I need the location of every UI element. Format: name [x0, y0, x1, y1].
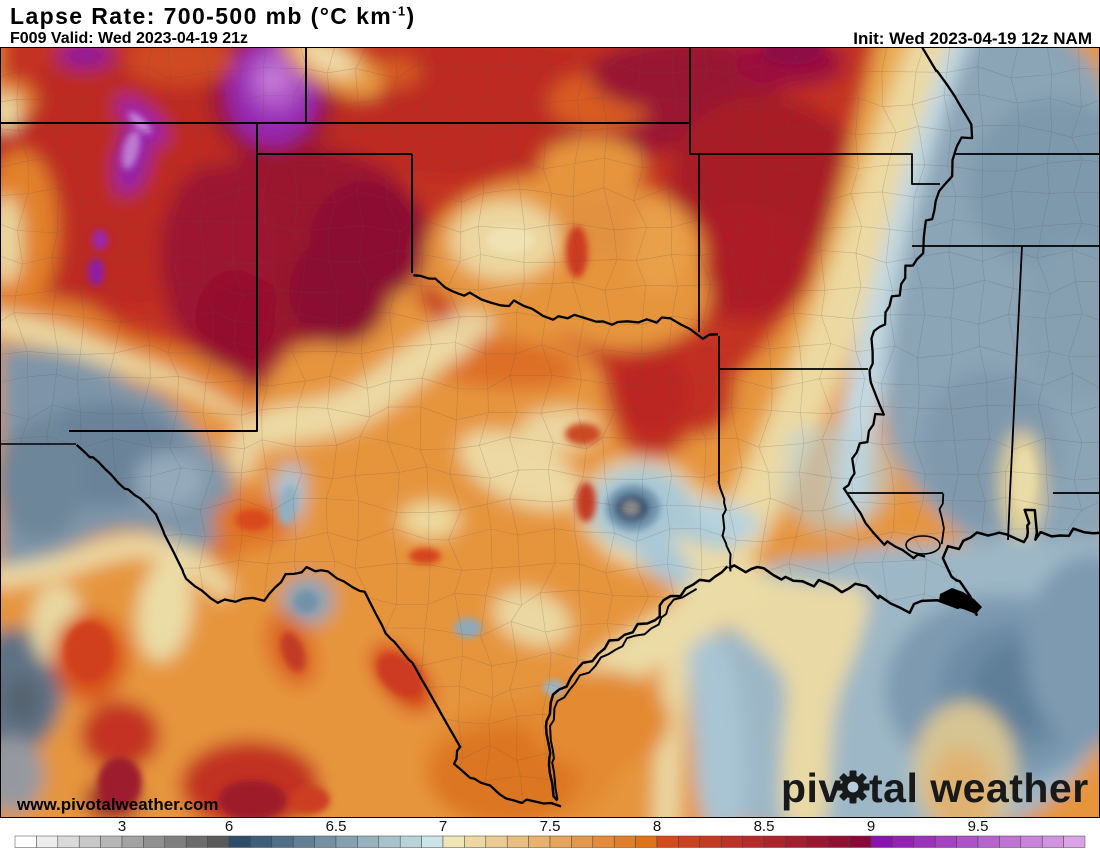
svg-text:tal weather: tal weather	[869, 765, 1089, 811]
svg-text:piv: piv	[781, 765, 842, 811]
